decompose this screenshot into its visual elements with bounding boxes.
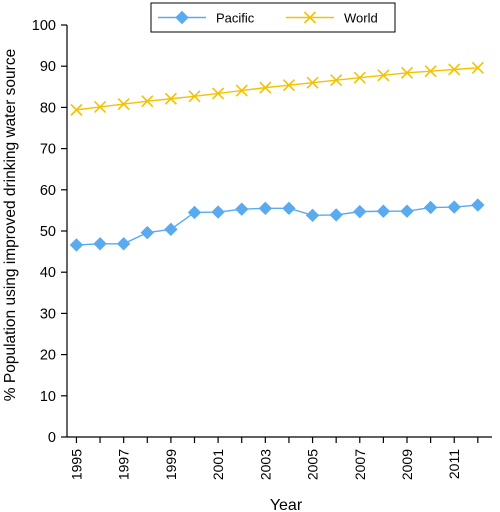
data-point [188, 90, 201, 103]
legend-item-world: World [286, 11, 378, 26]
data-point [212, 87, 225, 100]
data-point [69, 238, 84, 252]
data-point-stroke [377, 69, 390, 82]
legend-item-pacific: Pacific [158, 11, 255, 26]
data-point [235, 202, 249, 216]
data-point [93, 237, 107, 251]
data-point [140, 225, 154, 240]
y-tick-label: 0 [48, 430, 56, 446]
data-point-stroke [235, 84, 248, 97]
data-point [282, 201, 296, 216]
data-point [377, 69, 390, 82]
data-point [282, 79, 296, 92]
data-point [116, 237, 131, 251]
data-point [329, 208, 343, 222]
data-point [400, 204, 414, 218]
data-point [400, 66, 414, 79]
data-point [353, 204, 367, 219]
data-point-stroke [164, 92, 177, 105]
data-point-stroke [448, 63, 461, 76]
data-point [353, 71, 366, 84]
data-point [423, 200, 438, 215]
x-tick-label: 2009 [399, 449, 415, 480]
x-tick-label: 2001 [210, 449, 226, 480]
data-point [448, 63, 461, 76]
x-axis-title: Year [270, 497, 303, 512]
legend-box [150, 2, 396, 33]
y-tick-label: 30 [40, 306, 56, 322]
y-tick-label: 80 [40, 100, 56, 116]
data-point [141, 95, 154, 108]
data-point [235, 84, 248, 97]
y-tick-label: 50 [40, 224, 56, 240]
data-point-stroke [306, 76, 319, 89]
x-tick-label: 2005 [305, 449, 321, 480]
data-point-stroke [117, 98, 130, 111]
legend: Pacific World [150, 2, 396, 33]
data-point [211, 205, 225, 219]
y-tick-label: 40 [40, 265, 56, 281]
series-world [70, 61, 484, 116]
data-point [164, 92, 177, 105]
data-point-stroke [70, 103, 83, 116]
data-point-stroke [400, 66, 414, 79]
x-tick-label: 1999 [163, 449, 179, 480]
y-tick-label: 10 [40, 389, 56, 405]
data-point [305, 208, 320, 223]
x-tick-label: 2007 [352, 449, 368, 480]
legend-label: Pacific [216, 11, 255, 26]
data-point-stroke [424, 65, 437, 78]
data-point [471, 61, 484, 74]
data-point [303, 11, 317, 24]
data-point [117, 98, 130, 111]
x-ticks: 1995 1997 1999 2001 2003 2005 2007 2009 2011 [68, 437, 479, 480]
x-tick-label: 2003 [257, 449, 273, 480]
series [69, 61, 485, 252]
data-point [164, 222, 178, 237]
data-point-stroke [353, 71, 366, 84]
data-point [187, 205, 202, 220]
legend-label: World [344, 11, 378, 26]
data-point-stroke [330, 74, 343, 87]
y-tick-label: 20 [40, 348, 56, 364]
x-tick-label: 1997 [116, 449, 132, 480]
y-tick-label: 100 [32, 18, 56, 34]
data-point-stroke [93, 100, 107, 114]
y-axis-title: % Population using improved drinking wat… [2, 49, 19, 401]
series-pacific [69, 198, 485, 252]
series-line-world [76, 67, 478, 111]
y-tick-label: 90 [40, 59, 56, 75]
data-point [447, 200, 461, 214]
data-point-stroke [212, 87, 225, 100]
data-point-stroke [471, 61, 484, 74]
data-point-stroke [188, 90, 201, 103]
data-point-stroke [303, 11, 317, 24]
data-point [471, 198, 485, 212]
data-point-stroke [259, 81, 272, 94]
data-point [330, 74, 343, 87]
data-point [424, 65, 437, 78]
y-ticks: 0 10 20 30 40 50 60 70 80 90 100 [32, 18, 67, 446]
x-tick-label: 1995 [68, 449, 84, 480]
data-point-stroke [141, 95, 154, 108]
data-point [93, 100, 107, 114]
y-tick-label: 70 [40, 142, 56, 158]
data-point [376, 204, 391, 218]
data-point [258, 201, 273, 216]
series-line-pacific [76, 204, 478, 246]
data-point [175, 10, 189, 25]
data-point [259, 81, 272, 94]
data-point [306, 76, 319, 89]
x-tick-label: 2011 [446, 449, 462, 479]
data-point [70, 103, 83, 116]
data-point-stroke [282, 79, 296, 92]
y-tick-label: 60 [40, 183, 56, 199]
